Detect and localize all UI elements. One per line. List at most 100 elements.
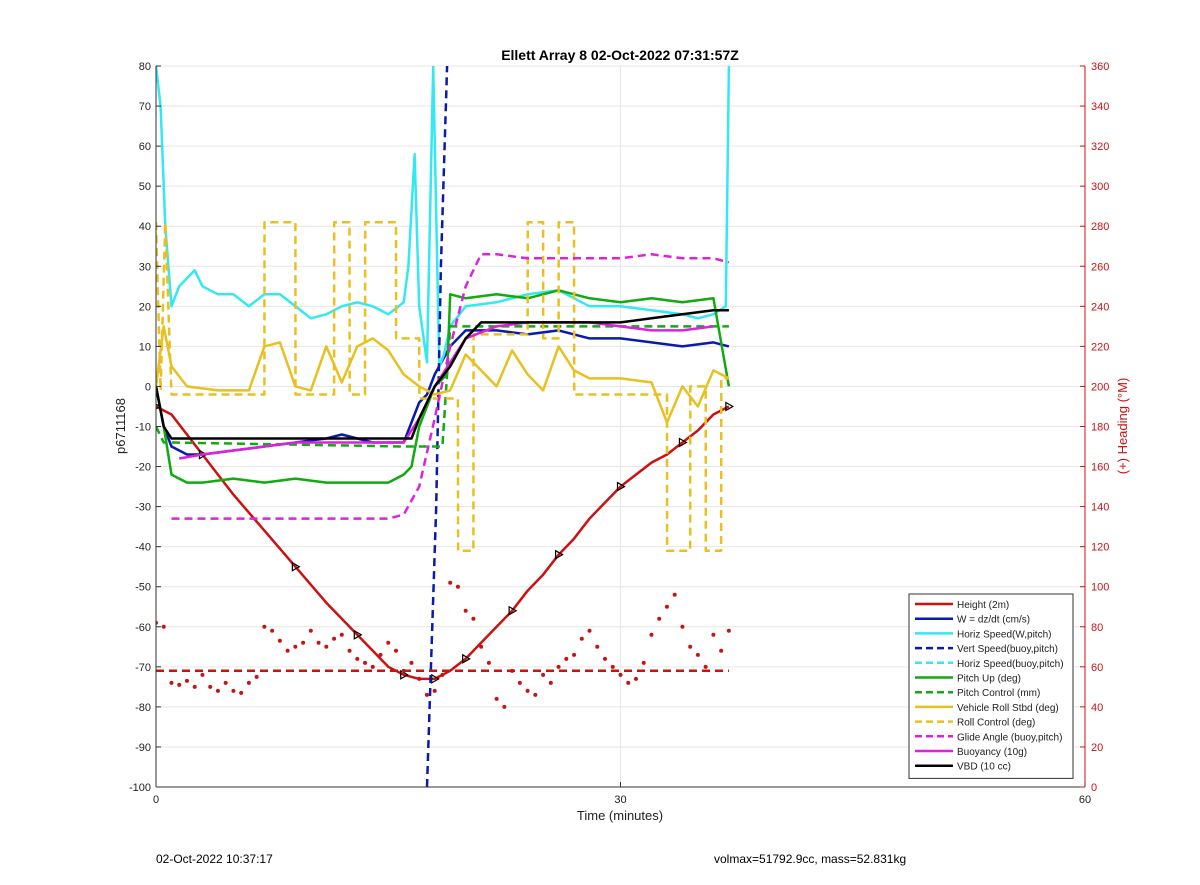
y-tick-label-right: 20 — [1091, 742, 1103, 754]
y-tick-label-right: 140 — [1091, 502, 1109, 514]
y-tick-label-left: 80 — [139, 61, 151, 73]
heading-point — [192, 684, 197, 689]
heading-point — [339, 632, 344, 637]
heading-point — [649, 632, 654, 637]
heading-point — [533, 692, 538, 697]
heading-point — [587, 628, 592, 633]
heading-point — [177, 682, 182, 687]
heading-point — [246, 680, 251, 685]
legend-label: Glide Angle (buoy,pitch) — [957, 732, 1062, 743]
heading-point — [719, 648, 724, 653]
height-marker — [678, 437, 688, 448]
y-tick-label-left: -40 — [135, 542, 151, 554]
y-tick-label-right: 200 — [1091, 381, 1109, 393]
y-tick-label-right: 160 — [1091, 462, 1109, 474]
series-line-6 — [156, 325, 729, 448]
legend-label: Roll Control (deg) — [957, 718, 1035, 729]
heading-point — [208, 684, 213, 689]
heading-point — [316, 640, 321, 645]
heading-point — [215, 688, 220, 693]
heading-point — [479, 644, 484, 649]
y-tick-label-left: 30 — [139, 261, 151, 273]
y-tick-label-right: 40 — [1091, 702, 1103, 714]
y-tick-label-left: -100 — [129, 782, 151, 794]
y-tick-label-left: -60 — [135, 622, 151, 634]
y-tick-label-left: 40 — [139, 221, 151, 233]
heading-point — [239, 690, 244, 695]
heading-point — [432, 688, 437, 693]
y-tick-label-right: 280 — [1091, 221, 1109, 233]
legend: Height (2m) W = dz/dt (cm/s) Horiz Speed(W… — [908, 593, 1074, 779]
y-tick-label-left: -20 — [135, 462, 151, 474]
heading-point — [502, 704, 507, 709]
heading-point — [455, 584, 460, 589]
chart-title: Ellett Array 8 02-Oct-2022 07:31:57Z — [501, 47, 739, 63]
heading-point — [564, 656, 569, 661]
series-line-5 — [156, 289, 731, 484]
legend-label: W = dz/dt (cm/s) — [957, 615, 1030, 626]
height-marker — [291, 561, 301, 572]
heading-point — [572, 652, 577, 657]
legend-label: Pitch Control (mm) — [957, 688, 1040, 699]
heading-point — [424, 692, 429, 697]
y-tick-label-left: 10 — [139, 341, 151, 353]
height-marker — [508, 605, 518, 616]
heading-point — [417, 676, 422, 681]
heading-point — [541, 672, 546, 677]
heading-point — [688, 644, 693, 649]
y-tick-label-left: 20 — [139, 301, 151, 313]
x-tick-label: 0 — [153, 794, 159, 806]
axes: -100-90-80-70-60-50-40-30-20-10010203040… — [129, 61, 1109, 806]
heading-point — [726, 628, 731, 633]
heading-point — [548, 680, 553, 685]
y-tick-label-right: 60 — [1091, 662, 1103, 674]
legend-label: Vehicle Roll Stbd (deg) — [957, 703, 1059, 714]
y-tick-label-left: 50 — [139, 181, 151, 193]
heading-point — [332, 636, 337, 641]
y-tick-label-right: 320 — [1091, 141, 1109, 153]
legend-label: Height (2m) — [957, 600, 1009, 611]
legend-label: Horiz Speed(W,pitch) — [957, 629, 1051, 640]
heading-point — [200, 672, 205, 677]
y-tick-label-left: -70 — [135, 662, 151, 674]
heading-point — [161, 624, 166, 629]
heading-point — [262, 624, 267, 629]
heading-point — [711, 632, 716, 637]
legend-box — [908, 593, 1074, 779]
heading-point — [471, 616, 476, 621]
footer-timestamp: 02-Oct-2022 10:37:17 — [156, 852, 273, 866]
series-layer — [156, 66, 735, 787]
heading-point — [672, 592, 677, 597]
footer-info: volmax=51792.9cc, mass=52.831kg — [714, 852, 907, 866]
heading-point — [285, 648, 290, 653]
y-tick-label-right: 180 — [1091, 422, 1109, 434]
heading-point — [618, 672, 623, 677]
heading-point — [169, 680, 174, 685]
y-tick-label-left: 0 — [145, 381, 151, 393]
heading-point — [657, 616, 662, 621]
heading-point — [525, 688, 530, 693]
heading-point — [301, 640, 306, 645]
heading-point — [347, 648, 352, 653]
y-tick-label-right: 360 — [1091, 61, 1109, 73]
heading-point — [254, 674, 259, 679]
heading-point — [277, 638, 282, 643]
series-line-9 — [171, 253, 730, 520]
heading-point — [355, 656, 360, 661]
height-marker — [725, 401, 735, 412]
y-tick-label-left: -80 — [135, 702, 151, 714]
heading-point — [231, 688, 236, 693]
y-tick-label-right: 300 — [1091, 181, 1109, 193]
y-tick-label-right: 120 — [1091, 542, 1109, 554]
heading-point — [363, 660, 368, 665]
height-marker — [462, 653, 471, 664]
heading-point — [626, 680, 631, 685]
heading-point — [223, 680, 228, 685]
heading-point — [610, 664, 615, 669]
legend-label: VBD (10 cc) — [957, 762, 1011, 773]
heading-point — [703, 664, 708, 669]
series-line-8 — [156, 220, 729, 552]
heading-point — [440, 672, 445, 677]
heading-point — [641, 660, 646, 665]
